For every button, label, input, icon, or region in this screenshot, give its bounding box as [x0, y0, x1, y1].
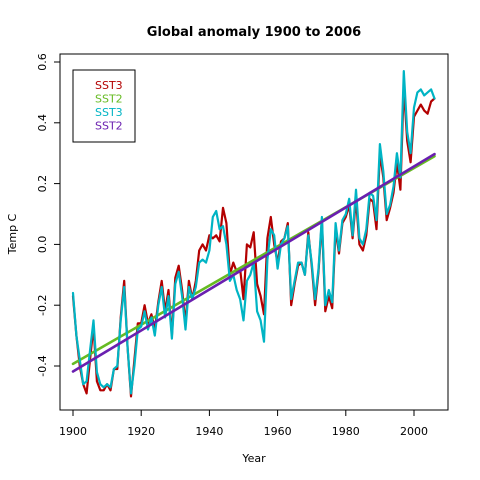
x-tick-label: 2000 — [400, 425, 428, 438]
series-layer — [71, 69, 436, 398]
legend-entry-label: SST3 — [95, 79, 123, 92]
y-axis-label: Temp C — [6, 213, 19, 255]
legend-box — [72, 69, 136, 143]
y-tick-label: 0.2 — [36, 175, 49, 193]
x-axis: 1900 1920 1940 1960 1980 2000 — [59, 409, 428, 438]
y-tick-label: 0.6 — [36, 53, 49, 71]
y-tick-label: -0.4 — [36, 355, 49, 376]
x-axis-label: Year — [241, 452, 266, 465]
x-tick-label: 1900 — [59, 425, 87, 438]
y-tick-label: 0.4 — [36, 114, 49, 132]
y-axis: -0.4 -0.2 0.0 0.2 0.4 0.6 — [36, 53, 61, 377]
x-tick-label: 1960 — [264, 425, 292, 438]
series-line-4 — [71, 152, 436, 373]
y-tick-label: -0.2 — [36, 294, 49, 315]
x-tick-label: 1920 — [127, 425, 155, 438]
chart-title: Global anomaly 1900 to 2006 — [147, 25, 361, 40]
legend-entry-label: SST2 — [95, 120, 123, 133]
legend-entry-label: SST2 — [95, 93, 123, 106]
x-tick-label: 1980 — [332, 425, 360, 438]
y-tick-label: 0.0 — [36, 236, 49, 254]
x-tick-label: 1940 — [195, 425, 223, 438]
legend-entry-label: SST3 — [95, 106, 123, 119]
